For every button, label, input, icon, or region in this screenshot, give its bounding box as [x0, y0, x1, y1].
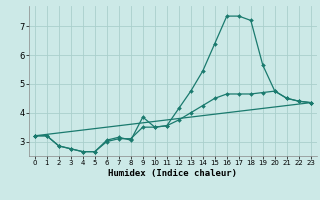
- X-axis label: Humidex (Indice chaleur): Humidex (Indice chaleur): [108, 169, 237, 178]
